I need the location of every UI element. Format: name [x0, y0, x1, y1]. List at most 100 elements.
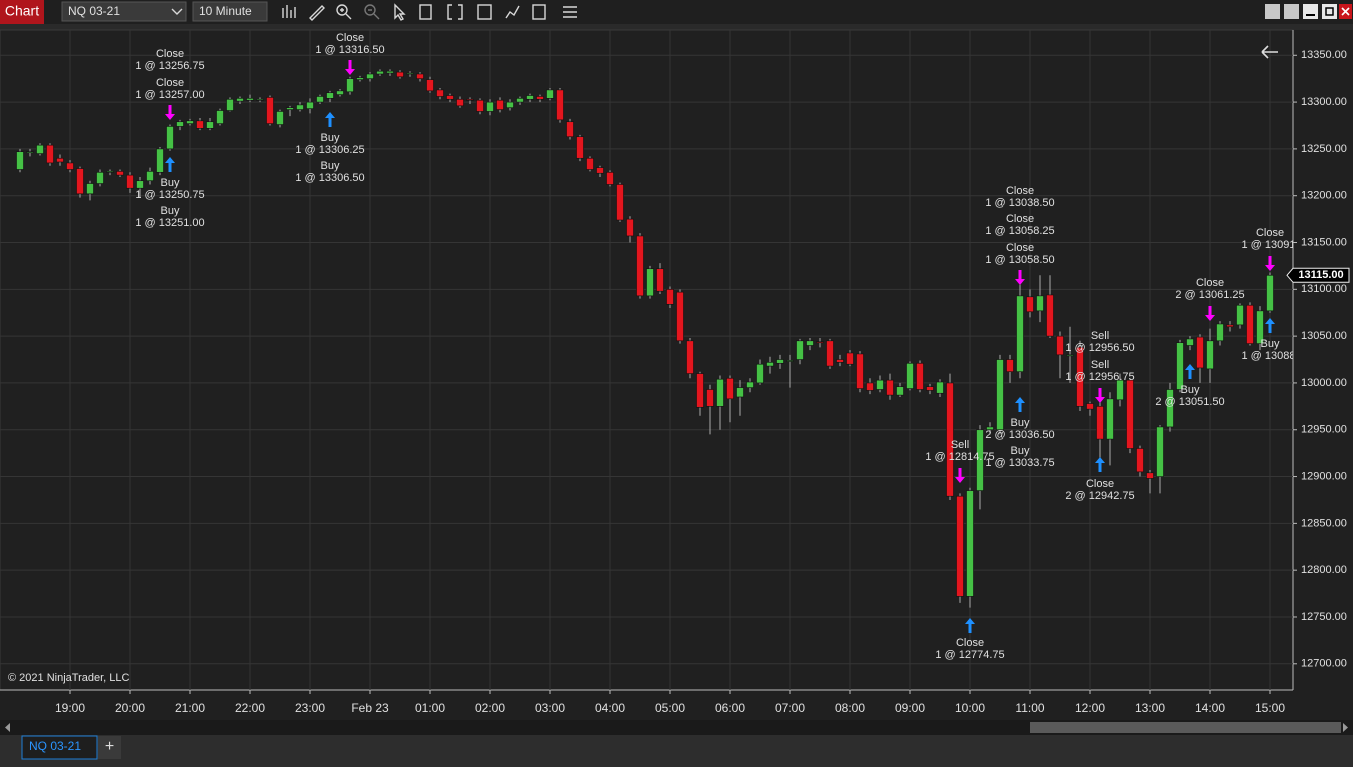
- execution-detail: 1 @ 13257.00: [135, 89, 204, 101]
- candle-body: [66, 162, 74, 170]
- candle-body: [936, 381, 944, 394]
- execution-action: Buy: [161, 177, 180, 189]
- scroll-right[interactable]: [1343, 723, 1348, 732]
- zoom-in-icon[interactable]: [336, 4, 348, 16]
- candle-body: [956, 495, 964, 597]
- candle-body: [646, 268, 654, 297]
- exit-arrow: [1205, 306, 1215, 321]
- exit-arrow: [345, 60, 355, 75]
- candle-body: [106, 171, 114, 173]
- scroll-left[interactable]: [5, 723, 10, 732]
- candle-body: [776, 359, 784, 364]
- candle-body: [1096, 406, 1104, 440]
- scrollbar[interactable]: [0, 720, 1353, 735]
- candle-body: [1186, 338, 1194, 346]
- execution-detail: 2 @ 13051.50: [1155, 396, 1224, 408]
- candle-body: [1216, 323, 1224, 342]
- maximize-button[interactable]: [1322, 4, 1337, 19]
- x-tick-label: 01:00: [415, 701, 445, 715]
- execution-detail: 1 @ 13058.50: [985, 254, 1054, 266]
- candle-body: [566, 121, 574, 138]
- candle-body: [1016, 295, 1024, 373]
- candle-body: [786, 360, 794, 362]
- execution-action: Sell: [1091, 359, 1109, 371]
- y-tick-label: 13050.00: [1301, 330, 1347, 342]
- dropdown-caret[interactable]: [171, 8, 183, 15]
- properties-icon[interactable]: [447, 4, 463, 20]
- execution-action: Buy: [321, 132, 340, 144]
- candle-body: [846, 352, 854, 365]
- toolbar-icons: [282, 3, 577, 21]
- y-tick-label: 13100.00: [1301, 283, 1347, 295]
- candle-body: [1266, 274, 1274, 312]
- tab-label[interactable]: NQ 03-21: [29, 739, 81, 753]
- zoom-out-icon[interactable]: [364, 4, 376, 16]
- bars-icon[interactable]: [282, 5, 296, 18]
- entry-arrow: [1185, 364, 1195, 379]
- candle-body: [306, 101, 314, 109]
- back-arrow[interactable]: [1261, 45, 1278, 59]
- x-tick-label: 10:00: [955, 701, 985, 715]
- candle-body: [426, 79, 434, 92]
- candle-body: [186, 120, 194, 124]
- template-icon[interactable]: [532, 4, 546, 20]
- execution-action: Close: [1006, 242, 1034, 254]
- draw-icon[interactable]: [309, 5, 325, 21]
- candle-body: [536, 96, 544, 100]
- x-tick-label: 05:00: [655, 701, 685, 715]
- instrument[interactable]: NQ 03-21: [68, 4, 120, 18]
- data-box-icon[interactable]: [419, 4, 432, 20]
- exit-arrow: [1265, 256, 1275, 271]
- instrument-dropdown[interactable]: [61, 1, 187, 22]
- candle-body: [266, 97, 274, 124]
- candle-body: [966, 490, 974, 597]
- candle-body: [216, 110, 224, 124]
- execution-detail: 2 @ 13061.25: [1175, 289, 1244, 301]
- candle-body: [446, 95, 454, 100]
- candle-body: [356, 77, 364, 80]
- zoom-in-handle[interactable]: [340, 8, 352, 20]
- execution-action: Close: [156, 48, 184, 60]
- scroll-thumb[interactable]: [1030, 722, 1341, 733]
- execution-action: Buy: [1181, 384, 1200, 396]
- strategy-icon[interactable]: [505, 5, 520, 19]
- axes: 12700.00 12750.00 12800.00 12850.00 12900.00…: [55, 49, 1350, 715]
- maximize-glyph: [1325, 7, 1334, 16]
- window-button[interactable]: [1284, 4, 1299, 19]
- candle-body: [1046, 294, 1054, 337]
- x-tick-label: 09:00: [895, 701, 925, 715]
- entry-arrow: [325, 112, 335, 127]
- add-tab-button[interactable]: [98, 736, 121, 759]
- candle-body: [1146, 472, 1154, 479]
- candle-body: [436, 89, 444, 97]
- x-tick-label: 13:00: [1135, 701, 1165, 715]
- candle-body: [476, 99, 484, 112]
- execution-detail: 1 @ 13251.00: [135, 217, 204, 229]
- add-tab[interactable]: +: [105, 738, 114, 755]
- zoom-out-handle[interactable]: [368, 9, 380, 20]
- exit-arrow: [1095, 388, 1105, 403]
- pointer-icon[interactable]: [394, 3, 406, 21]
- candle-body: [606, 171, 614, 185]
- minimize-button[interactable]: [1303, 4, 1318, 19]
- interval[interactable]: 10 Minute: [199, 4, 252, 18]
- execution-action: Sell: [951, 439, 969, 451]
- menu-icon[interactable]: [563, 6, 577, 18]
- candle-body: [1026, 296, 1034, 313]
- y-tick-label: 13150.00: [1301, 236, 1347, 248]
- candle-body: [346, 78, 354, 93]
- candle-body: [486, 101, 494, 112]
- candle-body: [946, 382, 954, 497]
- execution-detail: 1 @ 12814.75: [925, 451, 994, 463]
- indicator-icon[interactable]: [477, 4, 492, 20]
- candle-body: [1086, 403, 1094, 410]
- exit-arrow: [955, 468, 965, 483]
- candle-body: [576, 136, 584, 159]
- y-tick-label: 13250.00: [1301, 143, 1347, 155]
- candle-body: [1036, 295, 1044, 312]
- candle-body: [206, 121, 214, 129]
- window-button[interactable]: [1265, 4, 1280, 19]
- tab[interactable]: [21, 735, 98, 760]
- interval-box[interactable]: [192, 1, 268, 22]
